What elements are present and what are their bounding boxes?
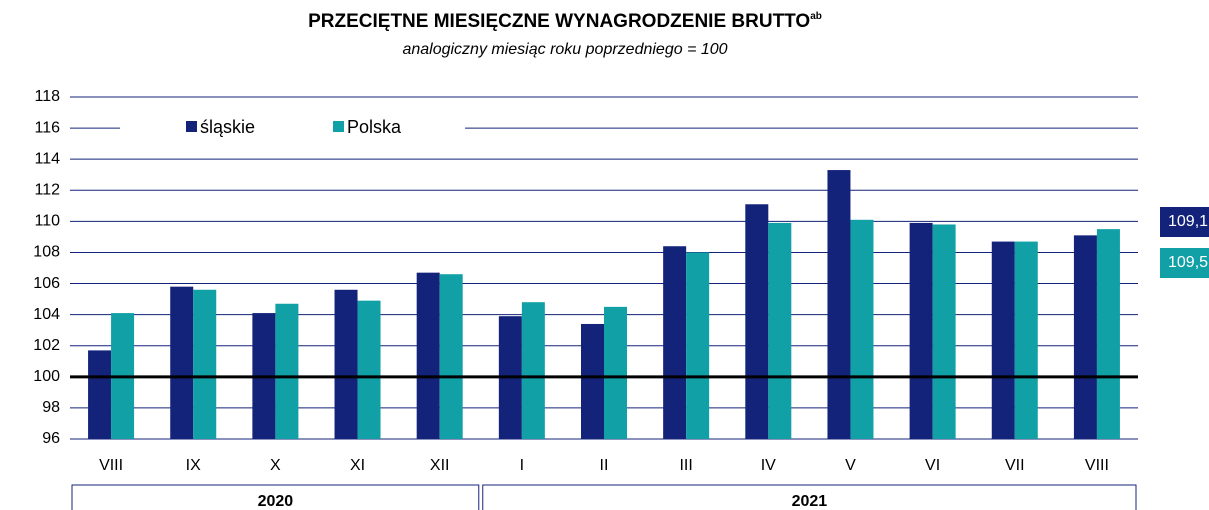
bar <box>745 204 769 439</box>
bar <box>1014 241 1038 439</box>
bar <box>663 246 687 439</box>
y-tick-label: 102 <box>33 337 60 354</box>
bar <box>932 224 956 439</box>
legend-background <box>120 116 465 138</box>
group-box <box>482 484 1137 510</box>
group-box <box>71 484 480 510</box>
x-tick-label: XI <box>350 457 365 474</box>
x-tick-label: VII <box>1005 457 1025 474</box>
bar <box>604 306 628 439</box>
legend-label: śląskie <box>200 117 255 137</box>
y-tick-label: 110 <box>34 213 60 230</box>
y-tick-label: 100 <box>33 368 60 385</box>
x-tick-label: VI <box>925 457 940 474</box>
end-label: 109,1 <box>1168 213 1208 230</box>
bar <box>991 241 1015 439</box>
y-tick-label: 108 <box>33 244 60 261</box>
end-label: 109,5 <box>1168 254 1208 271</box>
bar <box>850 219 874 439</box>
bar <box>521 302 545 439</box>
legend-swatch <box>186 121 197 132</box>
legend-label: Polska <box>347 117 402 137</box>
y-tick-label: 116 <box>34 119 60 136</box>
x-tick-label: X <box>270 457 281 474</box>
group-label: 2021 <box>792 493 828 510</box>
bar <box>909 222 933 439</box>
bar <box>193 289 217 439</box>
y-tick-label: 114 <box>34 150 60 167</box>
x-tick-label: VIII <box>1085 457 1109 474</box>
bar <box>416 272 440 439</box>
legend-swatch <box>333 121 344 132</box>
x-tick-label: XII <box>430 457 450 474</box>
bar <box>1096 229 1120 439</box>
bar <box>1073 235 1097 439</box>
chart-title: PRZECIĘTNE MIESIĘCZNE WYNAGRODZENIE BRUT… <box>308 11 822 32</box>
end-label-box <box>1160 248 1209 278</box>
bar <box>170 286 194 439</box>
y-tick-label: 98 <box>42 399 60 416</box>
x-tick-label: IV <box>761 457 776 474</box>
bar <box>275 303 299 439</box>
x-tick-label: II <box>600 457 609 474</box>
y-tick-label: 118 <box>34 88 60 105</box>
x-tick-label: V <box>845 457 856 474</box>
bar <box>439 274 463 439</box>
title-superscript: ab <box>810 11 822 22</box>
bar <box>357 300 381 439</box>
bar <box>334 289 358 439</box>
bar <box>580 323 604 439</box>
y-tick-label: 96 <box>42 430 60 447</box>
x-tick-label: III <box>679 457 692 474</box>
x-tick-label: VIII <box>99 457 123 474</box>
group-label: 2020 <box>258 493 294 510</box>
title-text: PRZECIĘTNE MIESIĘCZNE WYNAGRODZENIE BRUT… <box>308 11 810 32</box>
bar <box>686 252 710 439</box>
x-tick-label: I <box>520 457 524 474</box>
end-label-box <box>1160 207 1209 237</box>
bar <box>88 350 112 439</box>
y-tick-label: 112 <box>34 181 60 198</box>
x-tick-label: IX <box>186 457 201 474</box>
y-tick-label: 106 <box>33 275 60 292</box>
y-tick-label: 104 <box>33 306 60 323</box>
chart-subtitle: analogiczny miesiąc roku poprzedniego = … <box>402 41 727 58</box>
bar <box>768 222 792 439</box>
bar <box>827 170 851 439</box>
